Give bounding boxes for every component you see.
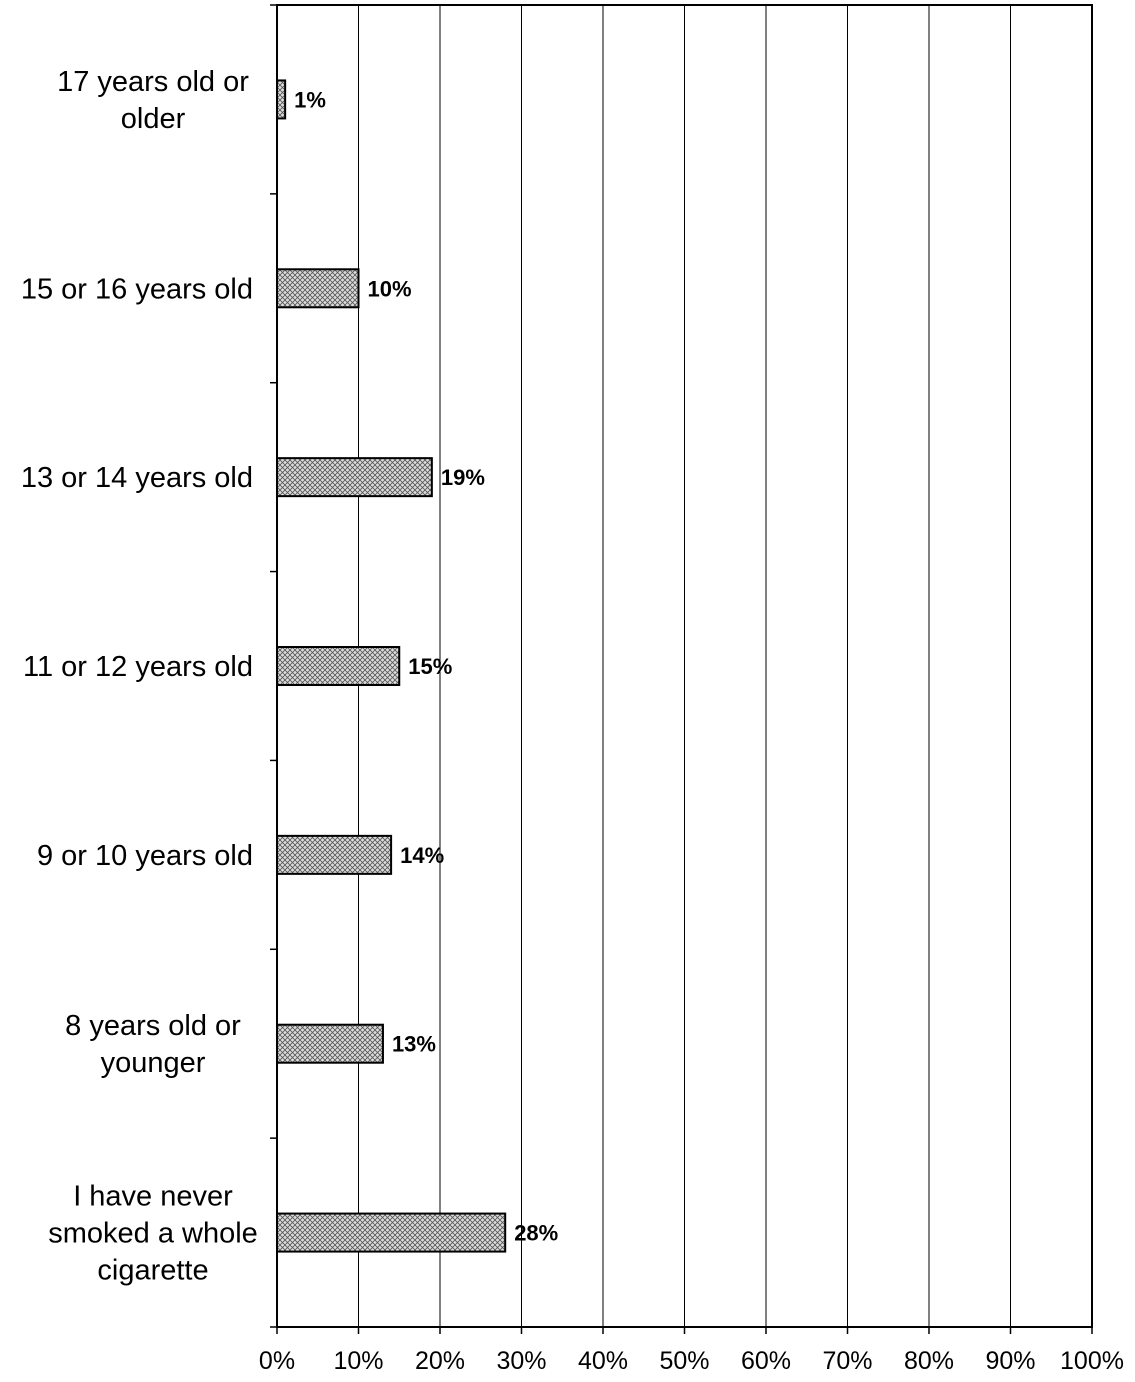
x-tick-label: 20% bbox=[415, 1347, 465, 1375]
category-label-line: 9 or 10 years old bbox=[37, 840, 253, 872]
bar bbox=[276, 457, 433, 498]
x-tick-label: 50% bbox=[659, 1347, 709, 1375]
bar bbox=[276, 268, 360, 309]
bar bbox=[276, 1212, 507, 1253]
x-tick-label: 10% bbox=[333, 1347, 383, 1375]
data-label: 15% bbox=[408, 654, 452, 679]
x-tick-label: 40% bbox=[578, 1347, 628, 1375]
bar bbox=[276, 1023, 384, 1064]
category-label-line: younger bbox=[101, 1047, 206, 1079]
data-label: 19% bbox=[441, 465, 485, 490]
category-label-line: older bbox=[121, 103, 186, 135]
plot-frame bbox=[276, 4, 1093, 1328]
category-label: 11 or 12 years old bbox=[23, 651, 253, 683]
labels: 0% 10% 20% 30% 40% 50% 60% 70% 80% 90% 100% 1% 17 ye… bbox=[21, 66, 1124, 1375]
category-label: 9 or 10 years old bbox=[37, 840, 253, 872]
bar bbox=[276, 834, 393, 875]
bar bbox=[276, 79, 287, 120]
x-tick-label: 30% bbox=[496, 1347, 546, 1375]
gridlines bbox=[358, 5, 1011, 1327]
data-label: 14% bbox=[400, 843, 444, 868]
x-tick-label: 100% bbox=[1060, 1347, 1124, 1375]
x-tick-label: 80% bbox=[904, 1347, 954, 1375]
x-tick-label: 0% bbox=[259, 1347, 295, 1375]
category-label: I have never smoked a whole cigarette bbox=[48, 1181, 258, 1287]
category-label: 8 years old or younger bbox=[65, 1010, 241, 1079]
category-label-line: 11 or 12 years old bbox=[23, 651, 253, 683]
category-label-line: I have never bbox=[73, 1181, 233, 1213]
category-label-line: cigarette bbox=[97, 1255, 208, 1287]
data-label: 10% bbox=[368, 276, 412, 301]
x-tick-label: 60% bbox=[741, 1347, 791, 1375]
axes bbox=[270, 4, 1093, 1334]
x-tick-label: 90% bbox=[985, 1347, 1035, 1375]
bars bbox=[276, 79, 507, 1253]
category-label-line: smoked a whole bbox=[48, 1218, 258, 1250]
category-label-line: 8 years old or bbox=[65, 1010, 241, 1042]
category-label-line: 13 or 14 years old bbox=[21, 462, 253, 494]
category-label: 13 or 14 years old bbox=[21, 462, 253, 494]
bar bbox=[276, 646, 401, 686]
x-tick-label: 70% bbox=[822, 1347, 872, 1375]
category-label-line: 17 years old or bbox=[57, 66, 249, 98]
data-label: 28% bbox=[514, 1221, 558, 1246]
category-label: 15 or 16 years old bbox=[21, 273, 253, 305]
data-label: 13% bbox=[392, 1032, 436, 1057]
data-label: 1% bbox=[294, 87, 326, 112]
category-label: 17 years old or older bbox=[57, 66, 249, 135]
category-label-line: 15 or 16 years old bbox=[21, 273, 253, 305]
